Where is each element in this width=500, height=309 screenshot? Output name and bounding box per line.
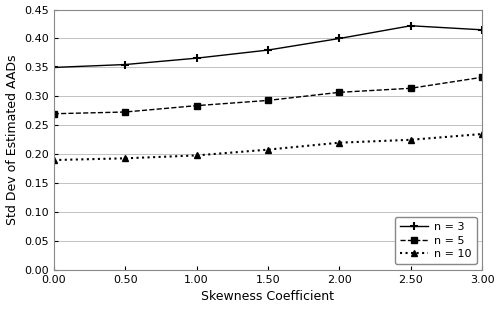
n = 10 bbox=[408, 138, 414, 142]
n = 3 bbox=[50, 66, 56, 69]
Line: n = 3: n = 3 bbox=[50, 22, 486, 72]
n = 5 bbox=[265, 99, 271, 102]
Y-axis label: Std Dev of Estimated AADs: Std Dev of Estimated AADs bbox=[6, 55, 18, 225]
Line: n = 5: n = 5 bbox=[51, 74, 485, 116]
n = 10 bbox=[194, 154, 200, 157]
Legend: n = 3, n = 5, n = 10: n = 3, n = 5, n = 10 bbox=[394, 217, 476, 265]
n = 3 bbox=[479, 28, 485, 32]
n = 3 bbox=[265, 48, 271, 52]
n = 10 bbox=[122, 156, 128, 160]
n = 5 bbox=[408, 87, 414, 90]
n = 10 bbox=[479, 132, 485, 136]
n = 5 bbox=[122, 110, 128, 114]
n = 3 bbox=[336, 37, 342, 40]
n = 5 bbox=[50, 112, 56, 116]
Line: n = 10: n = 10 bbox=[51, 131, 485, 163]
n = 5 bbox=[336, 91, 342, 94]
n = 5 bbox=[194, 104, 200, 108]
X-axis label: Skewness Coefficient: Skewness Coefficient bbox=[202, 290, 334, 303]
n = 10 bbox=[265, 148, 271, 151]
n = 5 bbox=[479, 75, 485, 79]
n = 3 bbox=[194, 56, 200, 60]
n = 10 bbox=[50, 158, 56, 162]
n = 10 bbox=[336, 141, 342, 145]
n = 3 bbox=[408, 24, 414, 28]
n = 3 bbox=[122, 63, 128, 66]
